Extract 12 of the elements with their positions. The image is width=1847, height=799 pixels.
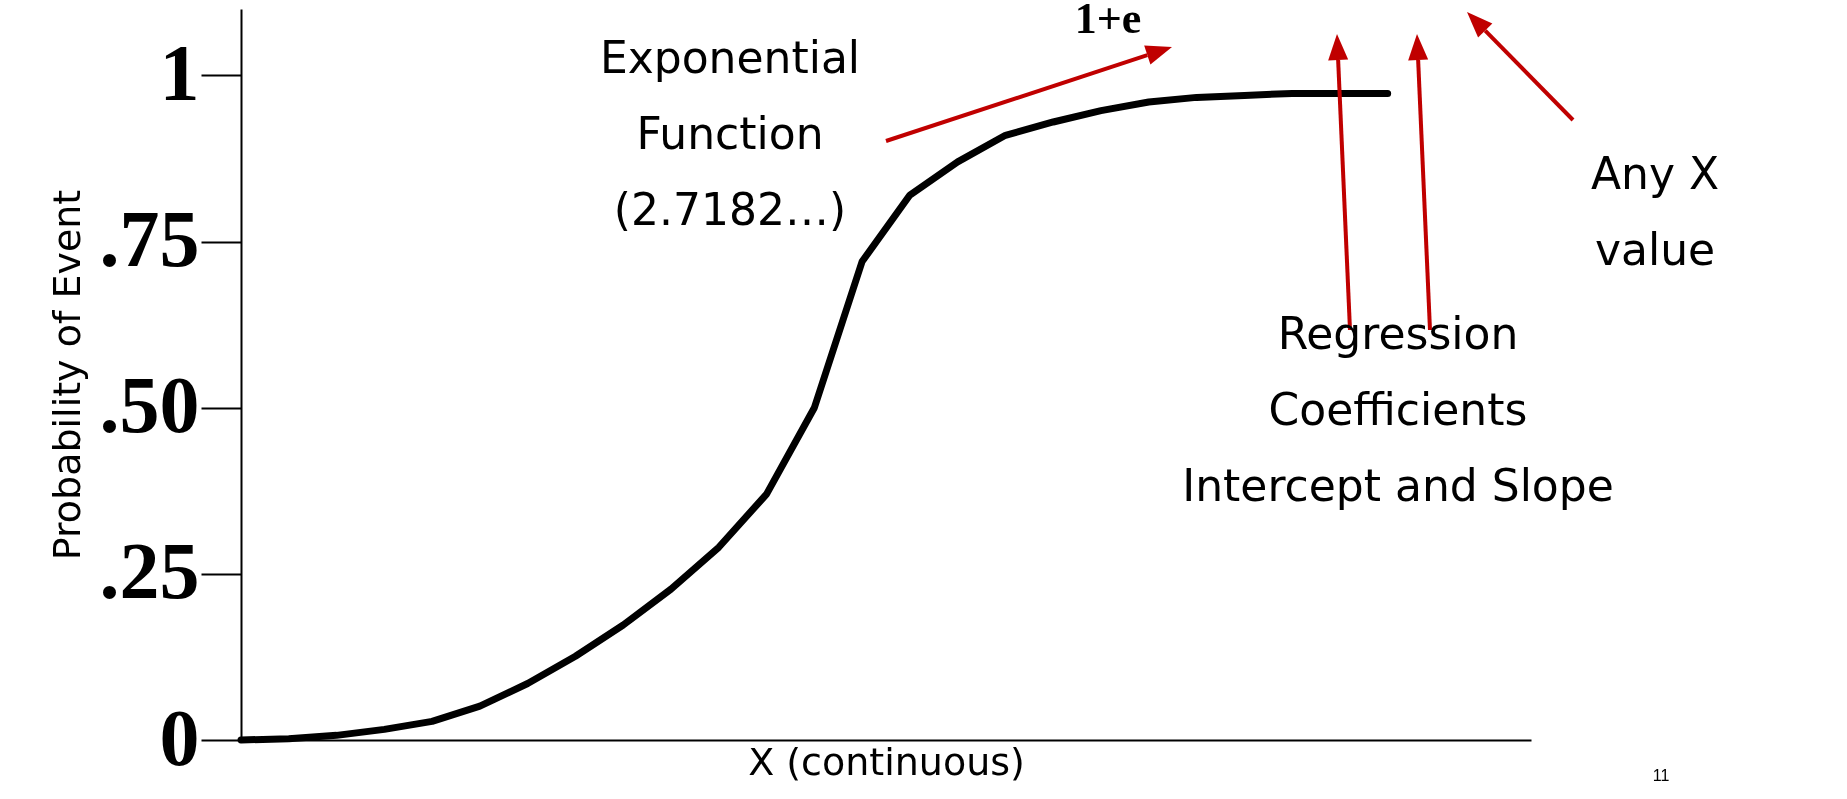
text: 11 [1652, 766, 1670, 786]
annotation: Regression Coefficients Intercept and Slope [1182, 307, 1614, 513]
x-axis-title: X (continuous) [748, 739, 1025, 784]
y-tick-label: 0 [159, 693, 200, 782]
y-tick-label: .25 [99, 527, 200, 616]
annotation: 1+e [1074, 0, 1142, 44]
text: Any X value [1589, 147, 1721, 277]
y-tick-label: 1 [159, 28, 200, 117]
y-axis-title: Probability of Event [44, 189, 89, 561]
y-tick-label: .50 [99, 361, 200, 450]
y-tick-label: .75 [99, 195, 200, 284]
annotation: Exponential Function (2.7182…) [599, 31, 861, 237]
